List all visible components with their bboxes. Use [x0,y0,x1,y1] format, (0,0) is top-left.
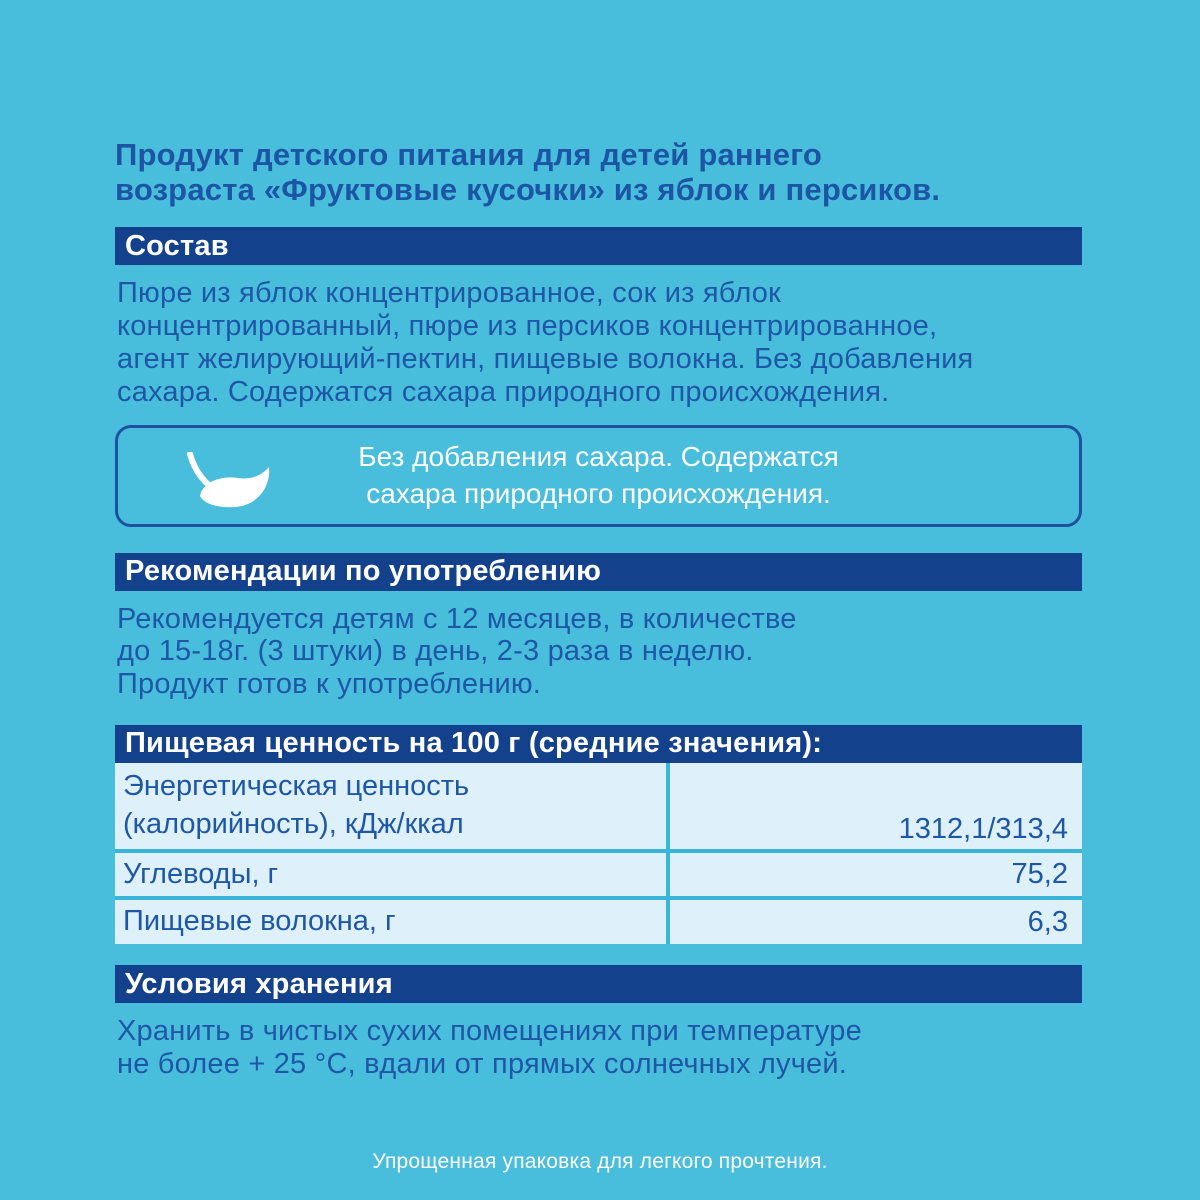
leaf-icon [180,450,276,510]
nutrition-row-label: Энергетическая ценность (калорийность), … [115,762,666,849]
page-title: Продукт детского питания для детей ранне… [115,137,941,207]
table-row: Энергетическая ценность (калорийность), … [115,762,1082,849]
label-content: Продукт детского питания для детей ранне… [115,137,1082,1080]
nutrition-table: Энергетическая ценность (калорийность), … [115,762,1082,945]
section-header-composition-label: Состав [125,229,229,262]
nutrition-row-label: Пищевые волокна, г [115,900,666,945]
section-header-recommendations: Рекомендации по употреблению [115,552,1082,591]
section-header-storage: Условия хранения [115,965,1082,1004]
section-header-storage-label: Условия хранения [125,967,393,1000]
table-row: Пищевые волокна, г 6,3 [115,900,1082,945]
section-header-nutrition-label: Пищевая ценность на 100 г (средние значе… [125,727,823,760]
product-label: Продукт детского питания для детей ранне… [115,137,1082,1173]
storage-text: Хранить в чистых сухих помещениях при те… [117,1015,862,1080]
section-header-recommendations-label: Рекомендации по употреблению [125,555,602,587]
section-header-nutrition: Пищевая ценность на 100 г (средние значе… [115,724,1082,763]
no-sugar-text: Без добавления сахара. Содержатся сахара… [358,441,839,509]
nutrition-row-value: 1312,1/313,4 [670,762,1082,849]
nutrition-row-value: 6,3 [670,900,1082,945]
recommendations-text: Рекомендуется детям с 12 месяцев, в коли… [117,602,797,701]
nutrition-row-label: Углеводы, г [115,852,666,897]
footer-note: Упрощенная упаковка для легкого прочтени… [372,1150,828,1173]
nutrition-row-value: 75,2 [670,852,1082,897]
section-header-composition: Состав [115,227,1082,266]
composition-text: Пюре из яблок концентрированное, сок из … [117,277,974,408]
table-row: Углеводы, г 75,2 [115,852,1082,897]
no-sugar-note: Без добавления сахара. Содержатся сахара… [115,424,1082,527]
